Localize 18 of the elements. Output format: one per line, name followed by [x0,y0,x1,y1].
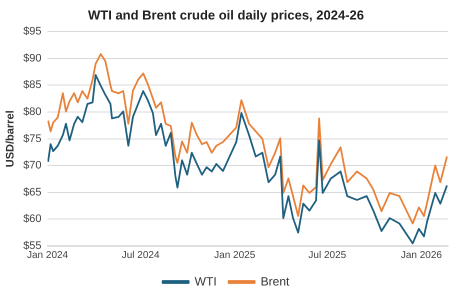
x-tick-label: Jan 2025 [214,250,256,261]
x-tick-label: Jan 2026 [400,250,442,261]
y-tick-label: $80 [23,106,42,118]
x-tick-label: Jan 2024 [26,250,69,261]
x-tick-label: Jul 2025 [308,250,347,261]
y-axis-title: USD/barrel [4,110,17,168]
y-tick-label: $55 [23,240,42,252]
y-tick-label: $95 [23,26,42,38]
y-tick-label: $75 [23,132,42,145]
y-tick-label: $90 [23,52,42,64]
y-tick-label: $85 [23,79,42,92]
legend-label: WTI [194,274,217,288]
x-tick-label: Jul 2024 [122,250,160,261]
y-tick-label: $60 [23,213,42,226]
legend-label: Brent [260,274,290,288]
y-tick-label: $70 [23,160,42,172]
y-tick-label: $65 [23,186,42,198]
chart-title: WTI and Brent crude oil daily prices, 2024-26 [88,7,364,22]
